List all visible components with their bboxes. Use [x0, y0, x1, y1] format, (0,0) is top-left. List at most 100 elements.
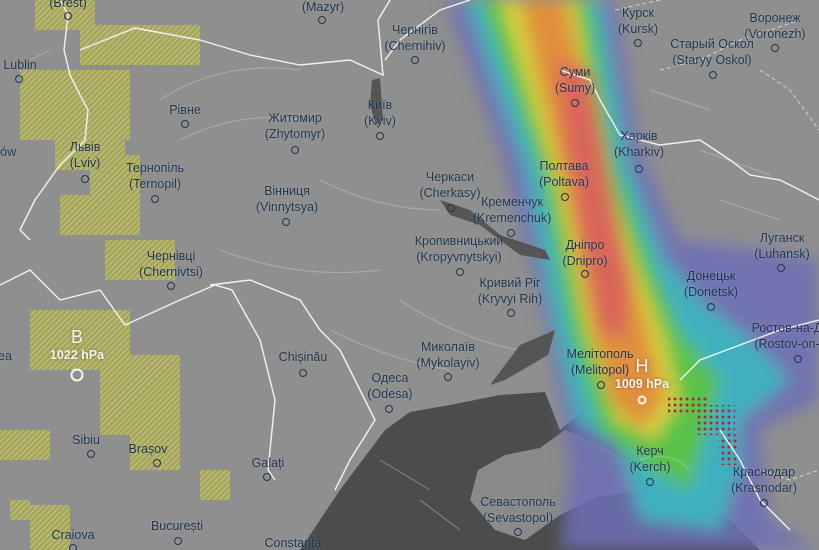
city-marker-icon[interactable] [514, 528, 522, 536]
city-label[interactable]: Полтава (Poltava) [539, 158, 589, 190]
city-label[interactable]: Brașov [129, 441, 168, 457]
city-marker-icon[interactable] [444, 373, 452, 381]
city-marker-icon[interactable] [447, 204, 455, 212]
city-marker-icon[interactable] [151, 195, 159, 203]
city-label[interactable]: Чернівці (Chernivtsi) [139, 248, 203, 280]
city-label[interactable]: Дніпро (Dnipro) [562, 237, 607, 269]
city-label[interactable]: Craiova [51, 527, 94, 543]
city-label[interactable]: Київ (Kyiv) [364, 97, 396, 129]
city-marker-icon[interactable] [153, 459, 161, 467]
city-name: Кривий Ріг [479, 276, 541, 290]
city-marker-icon[interactable] [263, 473, 271, 481]
city-label[interactable]: Вінниця (Vinnytsya) [256, 183, 318, 215]
city-name: Полтава [539, 159, 589, 173]
city-marker-icon[interactable] [771, 44, 779, 52]
city-latin-name: (Dnipro) [562, 254, 608, 268]
city-marker-icon[interactable] [282, 218, 290, 226]
city-label[interactable]: zów [0, 144, 16, 160]
city-label[interactable]: (Brest) [49, 0, 87, 11]
city-latin-name: (Kropyvnytskyi) [416, 250, 502, 264]
city-label[interactable]: (Mazyr) [302, 0, 344, 15]
city-latin-name: (Sumy) [554, 81, 596, 95]
city-marker-icon[interactable] [181, 120, 189, 128]
city-marker-icon[interactable] [635, 165, 643, 173]
pressure-high[interactable]: B 1022 hPa [50, 327, 104, 363]
city-label[interactable]: Севастополь (Sevastopol) [480, 494, 555, 526]
city-label[interactable]: Старый Оскол (Staryy Oskol) [670, 36, 754, 68]
city-label[interactable]: Миколаїв (Mykolayiv) [416, 339, 479, 371]
city-marker-icon[interactable] [15, 75, 23, 83]
city-marker-icon[interactable] [760, 499, 768, 507]
city-label[interactable]: București [151, 518, 203, 534]
city-marker-icon[interactable] [581, 270, 589, 278]
city-marker-icon[interactable] [291, 146, 299, 154]
city-label[interactable]: Кривий Ріг (Kryvyi Rih) [478, 275, 543, 307]
city-name: Донецьк [686, 269, 736, 283]
city-marker-icon[interactable] [299, 369, 307, 377]
city-latin-name: (Chernivtsi) [139, 265, 203, 279]
city-latin-name: (Kursk) [617, 22, 659, 36]
wind-particles [29, 49, 781, 531]
city-name: Миколаїв [420, 340, 476, 354]
city-marker-icon[interactable] [571, 99, 579, 107]
city-name: Черкаси [425, 170, 475, 184]
city-latin-name: (Brest) [49, 0, 87, 10]
city-label[interactable]: Chișinău [279, 349, 328, 365]
city-marker-icon[interactable] [411, 56, 419, 64]
city-label[interactable]: Черкаси (Cherkasy) [419, 169, 480, 201]
city-marker-icon[interactable] [707, 303, 715, 311]
city-label[interactable]: Мелітополь (Melitopol) [567, 346, 634, 378]
city-marker-icon[interactable] [646, 478, 654, 486]
city-marker-icon[interactable] [507, 309, 515, 317]
city-marker-icon[interactable] [385, 405, 393, 413]
pressure-center-icon [70, 368, 84, 382]
city-marker-icon[interactable] [376, 132, 384, 140]
city-marker-icon[interactable] [174, 537, 182, 545]
city-label[interactable]: Луганск (Luhansk) [754, 230, 810, 262]
city-label[interactable]: Lublin [3, 57, 36, 73]
city-name: Севастополь [480, 495, 556, 509]
city-label[interactable]: Львів (Lviv) [70, 139, 101, 171]
city-label[interactable]: Суми (Sumy) [555, 64, 595, 96]
city-label[interactable]: Краснодар (Krasnodar) [731, 464, 797, 496]
city-label[interactable]: Рівне [169, 102, 201, 118]
city-marker-icon[interactable] [87, 450, 95, 458]
city-label[interactable]: Курск (Kursk) [618, 5, 658, 37]
city-label[interactable]: Тернопіль (Ternopil) [126, 160, 184, 192]
city-label[interactable]: Galați [252, 455, 285, 471]
city-marker-icon[interactable] [318, 16, 326, 24]
city-label[interactable]: Воронеж (Voronezh) [744, 10, 805, 42]
city-marker-icon[interactable] [69, 544, 77, 550]
city-label[interactable]: Constanța [265, 535, 322, 550]
city-label[interactable]: Керч (Kerch) [630, 443, 671, 475]
city-label[interactable]: Sibiu [72, 432, 100, 448]
city-marker-icon[interactable] [64, 12, 72, 20]
city-label[interactable]: Чернігів (Chernihiv) [384, 22, 445, 54]
city-marker-icon[interactable] [597, 381, 605, 389]
city-label[interactable]: Ростов-на-Д (Rostov-on- [752, 320, 819, 352]
city-label[interactable]: Харків (Kharkiv) [614, 128, 664, 160]
city-label[interactable]: Кропивницький (Kropyvnytskyi) [415, 233, 504, 265]
city-label[interactable]: Кременчук (Kremenchuk) [473, 194, 552, 226]
city-latin-name: (Vinnytsya) [255, 200, 319, 214]
city-marker-icon[interactable] [777, 264, 785, 272]
city-label[interactable]: Житомир (Zhytomyr) [265, 110, 325, 142]
city-marker-icon[interactable] [634, 39, 642, 47]
city-marker-icon[interactable] [81, 175, 89, 183]
city-name: Луганск [759, 231, 805, 245]
city-marker-icon[interactable] [167, 282, 175, 290]
city-label[interactable]: Одеса (Odesa) [367, 370, 412, 402]
city-name: Курск [621, 6, 655, 20]
city-latin-name: (Melitopol) [570, 363, 630, 377]
city-marker-icon[interactable] [561, 193, 569, 201]
city-name: București [150, 519, 204, 533]
city-marker-icon[interactable] [709, 71, 717, 79]
city-marker-icon[interactable] [456, 268, 464, 276]
city-name: Вінниця [264, 184, 310, 198]
city-marker-icon[interactable] [507, 229, 515, 237]
city-marker-icon[interactable] [794, 355, 802, 363]
pressure-low[interactable]: H 1009 hPa [615, 356, 669, 392]
city-label[interactable]: ea [0, 348, 12, 364]
city-label[interactable]: Донецьк (Donetsk) [684, 268, 738, 300]
